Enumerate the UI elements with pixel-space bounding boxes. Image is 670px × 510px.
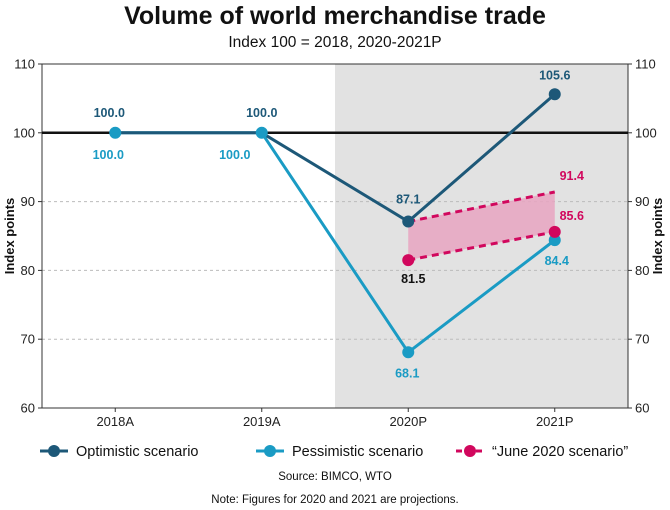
- optimistic-line: [115, 93, 556, 224]
- y-tick-label-right: 60: [635, 401, 649, 416]
- june-data-label: 81.5: [401, 272, 425, 286]
- y-tick-label-right: 70: [635, 332, 649, 347]
- y-tick-label-right: 80: [635, 263, 649, 278]
- y-tick-label-right: 110: [635, 57, 656, 72]
- y-axis-label-left: Index points: [2, 198, 17, 275]
- june-data-label: 85.6: [560, 209, 584, 223]
- y-tick-label-left: 110: [14, 57, 35, 72]
- legend-label: Optimistic scenario: [76, 444, 198, 460]
- optimistic-data-label: 100.0: [246, 106, 277, 120]
- pessimistic-data-label: 84.4: [545, 254, 569, 268]
- optimistic-data-label: 105.6: [539, 68, 570, 82]
- pessimistic-data-label: 68.1: [395, 366, 419, 380]
- x-tick-label: 2018A: [96, 414, 134, 429]
- june-scenario-band: [408, 191, 555, 261]
- y-tick-label-left: 90: [21, 194, 35, 209]
- y-tick-label-right: 100: [635, 125, 657, 140]
- legend-marker: [264, 445, 276, 457]
- optimistic-point: [402, 215, 415, 228]
- pessimistic-data-label: 100.0: [219, 148, 250, 162]
- source-text: Source: BIMCO, WTO: [278, 471, 392, 483]
- optimistic-data-label: 100.0: [94, 106, 125, 120]
- legend-marker: [48, 445, 60, 457]
- june-lower-line: [407, 230, 556, 262]
- y-tick-label-right: 90: [635, 194, 649, 209]
- legend-label: Pessimistic scenario: [292, 444, 423, 460]
- legend-marker: [464, 445, 476, 457]
- legend-label: “June 2020 scenario”: [492, 444, 628, 460]
- pessimistic-point: [109, 126, 122, 139]
- y-tick-label-left: 60: [21, 401, 35, 416]
- note-text: Note: Figures for 2020 and 2021 are proj…: [211, 494, 458, 506]
- y-tick-label-left: 100: [13, 125, 35, 140]
- legend: Optimistic scenario Pessimistic scenario “…: [40, 444, 628, 460]
- x-tick-label: 2021P: [536, 414, 574, 429]
- pessimistic-point: [548, 234, 561, 247]
- june-data-label: 91.4: [560, 169, 584, 183]
- pessimistic-data-label: 100.0: [93, 148, 124, 162]
- optimistic-point: [548, 88, 561, 101]
- plot-border: [41, 63, 629, 409]
- y-tick-label-left: 80: [21, 263, 35, 278]
- pessimistic-point: [255, 126, 268, 139]
- optimistic-data-label: 87.1: [396, 193, 420, 207]
- y-axis-label-right: Index points: [650, 198, 665, 275]
- x-tick-label: 2020P: [389, 414, 427, 429]
- plot-area: 60 60 70 70 80 80 90 90 100 100 110 110 2018A 2019A 20…: [13, 57, 656, 430]
- june-upper-line: [407, 190, 556, 224]
- pessimistic-point: [402, 346, 415, 359]
- june-point: [548, 225, 561, 238]
- chart-title: Volume of world merchandise trade: [124, 2, 546, 30]
- x-tick-label: 2019A: [243, 414, 281, 429]
- june-point: [402, 254, 415, 267]
- y-tick-label-left: 70: [21, 332, 35, 347]
- chart-subtitle: Index 100 = 2018, 2020-2021P: [228, 34, 441, 51]
